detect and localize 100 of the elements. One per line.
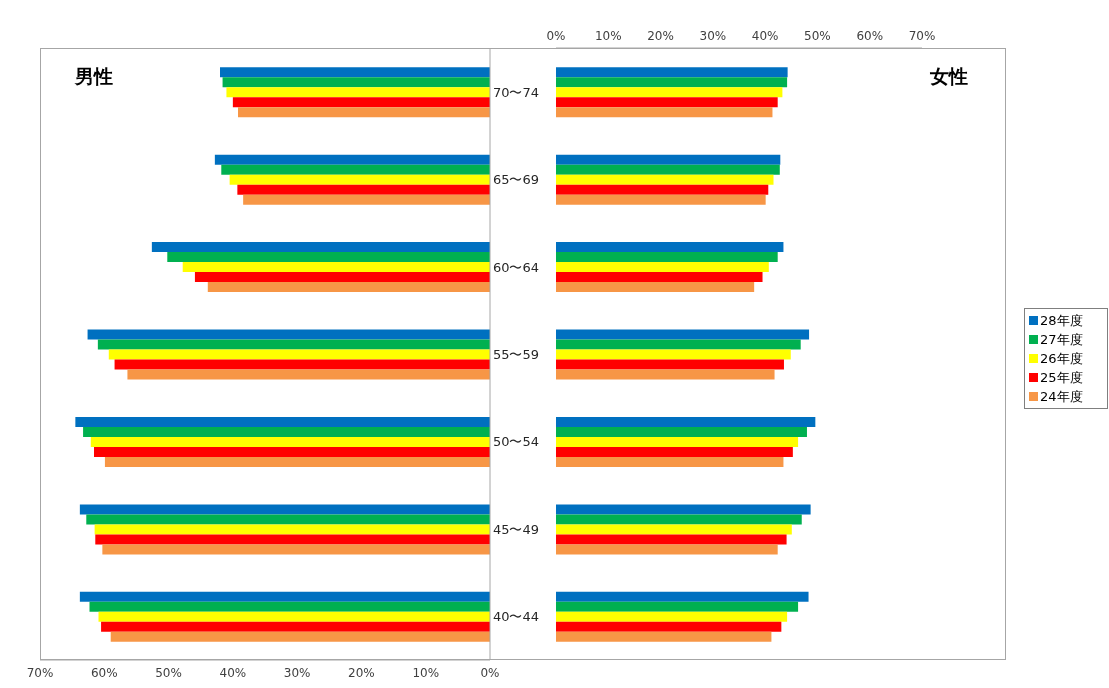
x-tick-label: 50% xyxy=(155,665,182,680)
bar xyxy=(102,544,490,555)
bar xyxy=(556,349,791,360)
bar xyxy=(101,621,490,632)
x-tick-label: 40% xyxy=(219,665,247,680)
legend-label: 28年度 xyxy=(1040,312,1083,330)
bar xyxy=(104,456,490,467)
legend-label: 27年度 xyxy=(1040,331,1083,349)
bar xyxy=(97,339,490,350)
bar xyxy=(167,252,490,263)
x-tick-label: 40% xyxy=(751,29,779,43)
x-tick-label: 20% xyxy=(348,665,375,680)
bar xyxy=(556,282,755,293)
text: 男性 xyxy=(75,64,113,89)
bar xyxy=(556,339,801,350)
x-tick-label: 60% xyxy=(90,665,118,680)
x-tick-label: 10% xyxy=(594,29,622,43)
bar xyxy=(556,544,778,555)
y-tick-label: 50〜54 xyxy=(492,434,540,450)
bar xyxy=(556,67,788,78)
bar xyxy=(556,611,788,622)
x-tick-label: 30% xyxy=(699,29,727,43)
bar xyxy=(556,436,799,447)
bar xyxy=(556,601,799,612)
bar xyxy=(207,282,490,293)
bar xyxy=(556,272,763,283)
bar xyxy=(556,242,784,253)
bar xyxy=(556,174,774,185)
bar xyxy=(222,77,490,88)
bar xyxy=(243,194,490,205)
x-tick-label: 50% xyxy=(804,29,831,43)
bar xyxy=(556,446,793,457)
bar xyxy=(108,349,490,360)
x-tick-label: 30% xyxy=(283,665,311,680)
bar xyxy=(556,329,810,340)
bar xyxy=(94,524,490,535)
bar xyxy=(226,87,490,98)
bar xyxy=(556,426,807,437)
bar xyxy=(237,184,490,195)
bar xyxy=(232,97,490,108)
bar xyxy=(556,504,811,515)
x-tick-label: 70% xyxy=(908,29,936,43)
bar xyxy=(556,77,788,88)
x-tick-label: 10% xyxy=(412,665,440,680)
bar xyxy=(556,631,772,642)
bar xyxy=(556,369,775,380)
y-tick-label: 60〜64 xyxy=(492,259,540,275)
bar xyxy=(556,252,778,263)
bar xyxy=(556,262,769,273)
bar xyxy=(151,242,490,253)
legend-label: 25年度 xyxy=(1040,369,1083,387)
bar xyxy=(556,87,783,98)
legend-label: 26年度 xyxy=(1040,350,1083,368)
bar xyxy=(194,272,490,283)
bar xyxy=(127,369,490,380)
y-tick-label: 70〜74 xyxy=(492,84,540,100)
x-tick-label: 60% xyxy=(856,29,884,43)
bar xyxy=(90,436,490,447)
bar xyxy=(556,416,816,427)
bar xyxy=(79,504,490,515)
bar xyxy=(556,194,766,205)
bar xyxy=(556,359,784,370)
bar xyxy=(79,591,490,602)
bar xyxy=(110,631,490,642)
bar xyxy=(229,174,490,185)
bar xyxy=(220,67,490,78)
bar xyxy=(556,524,792,535)
x-tick-label: 0% xyxy=(480,665,500,680)
bar xyxy=(556,154,781,165)
bar xyxy=(87,329,490,340)
bar xyxy=(83,426,490,437)
bar xyxy=(221,164,490,175)
bar xyxy=(94,446,490,457)
bar xyxy=(95,534,490,545)
bar xyxy=(556,184,769,195)
bar xyxy=(556,621,782,632)
x-tick-label: 0% xyxy=(546,29,566,43)
bar xyxy=(182,262,490,273)
y-tick-label: 45〜49 xyxy=(492,521,540,537)
bar xyxy=(556,591,809,602)
bar xyxy=(75,416,490,427)
bar xyxy=(86,514,490,525)
y-tick-label: 55〜59 xyxy=(492,347,540,362)
x-tick-label: 20% xyxy=(647,29,674,43)
y-tick-label: 40〜44 xyxy=(492,609,540,625)
bar xyxy=(556,534,787,545)
legend-label: 24年度 xyxy=(1040,388,1083,406)
bar xyxy=(556,107,773,118)
bar xyxy=(89,601,490,612)
bar xyxy=(98,611,490,622)
bar xyxy=(556,164,780,175)
bar xyxy=(556,514,802,525)
bar xyxy=(556,97,778,108)
y-tick-label: 65〜69 xyxy=(492,172,540,188)
bar xyxy=(114,359,490,370)
bar xyxy=(556,456,784,467)
text: 女性 xyxy=(930,64,968,89)
x-tick-label: 70% xyxy=(26,665,54,680)
bar xyxy=(214,154,490,165)
bar xyxy=(238,107,490,118)
